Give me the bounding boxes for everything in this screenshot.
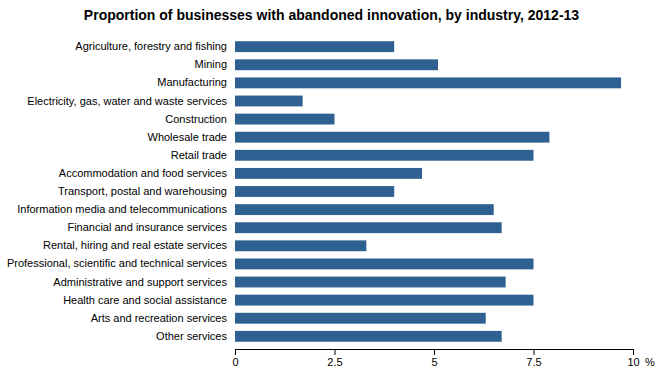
x-tick: 0	[232, 349, 238, 368]
bar	[235, 331, 502, 342]
y-tick-label: Electricity, gas, water and waste servic…	[27, 95, 227, 107]
y-tick: Agriculture, forestry and fishing	[75, 40, 227, 52]
bar	[235, 240, 366, 251]
y-tick-label: Wholesale trade	[148, 131, 228, 143]
x-tick: 10	[627, 349, 639, 368]
x-tick-mark	[434, 349, 435, 355]
x-tick-label: 10	[627, 356, 639, 368]
y-tick-label: Retail trade	[171, 149, 227, 161]
y-tick: Other services	[156, 330, 227, 342]
bar	[235, 277, 506, 288]
bars	[235, 41, 621, 342]
x-tick: 5	[431, 349, 437, 368]
bar	[235, 77, 621, 88]
y-axis: Agriculture, forestry and fishing Mining M…	[7, 40, 228, 342]
y-tick-label: Health care and social assistance	[63, 294, 227, 306]
y-tick: Health care and social assistance	[63, 294, 227, 306]
y-tick-label: Arts and recreation services	[91, 312, 228, 324]
x-tick-mark	[335, 349, 336, 355]
bar	[235, 258, 534, 269]
bar	[235, 186, 394, 197]
y-tick-label: Administrative and support services	[53, 276, 227, 288]
x-tick: 7.5	[526, 349, 541, 368]
y-tick: Arts and recreation services	[91, 312, 228, 324]
bar	[235, 59, 438, 70]
bar	[235, 132, 549, 143]
bar	[235, 114, 335, 125]
y-tick-label: Agriculture, forestry and fishing	[75, 40, 227, 52]
y-tick-label: Rental, hiring and real estate services	[43, 239, 228, 251]
y-tick-label: Transport, postal and warehousing	[58, 185, 227, 197]
y-tick-label: Information media and telecommunications	[17, 203, 227, 215]
y-tick: Professional, scientific and technical s…	[7, 257, 228, 269]
x-tick-label: 7.5	[526, 356, 541, 368]
y-tick: Electricity, gas, water and waste servic…	[27, 95, 227, 107]
y-tick: Rental, hiring and real estate services	[43, 239, 228, 251]
x-tick-label: 5	[431, 356, 437, 368]
y-tick-label: Financial and insurance services	[67, 221, 227, 233]
y-tick-label: Construction	[165, 113, 227, 125]
y-tick-label: Other services	[156, 330, 227, 342]
y-tick: Manufacturing	[157, 76, 227, 88]
x-axis: 0 2.5 5 7.5 10	[232, 349, 639, 368]
x-tick-label: 0	[232, 356, 238, 368]
bar	[235, 168, 422, 179]
bar	[235, 41, 394, 52]
x-tick-mark	[235, 349, 236, 355]
y-tick: Wholesale trade	[148, 131, 228, 143]
y-tick: Transport, postal and warehousing	[58, 185, 227, 197]
chart-title: Proportion of businesses with abandoned …	[84, 7, 579, 23]
y-tick: Accommodation and food services	[59, 167, 228, 179]
bar	[235, 150, 534, 161]
bar	[235, 204, 494, 215]
x-axis-line	[236, 350, 634, 356]
x-tick-mark	[633, 349, 634, 355]
y-tick-label: Professional, scientific and technical s…	[7, 257, 228, 269]
bar	[235, 295, 534, 306]
y-tick: Administrative and support services	[53, 276, 227, 288]
y-tick: Retail trade	[171, 149, 227, 161]
y-tick-label: Mining	[195, 58, 227, 70]
bar	[235, 96, 303, 107]
y-tick-label: Manufacturing	[157, 76, 227, 88]
chart-svg: Proportion of businesses with abandoned …	[0, 0, 663, 377]
chart-container: Proportion of businesses with abandoned …	[0, 0, 663, 377]
x-tick: 2.5	[327, 349, 342, 368]
x-tick-mark	[534, 349, 535, 355]
x-tick-label: 2.5	[327, 356, 342, 368]
y-tick-label: Accommodation and food services	[59, 167, 228, 179]
y-tick: Financial and insurance services	[67, 221, 227, 233]
bar	[235, 222, 502, 233]
y-tick: Information media and telecommunications	[17, 203, 227, 215]
y-tick: Construction	[165, 113, 227, 125]
y-tick: Mining	[195, 58, 227, 70]
bar	[235, 313, 486, 324]
x-axis-label: %	[645, 356, 655, 368]
